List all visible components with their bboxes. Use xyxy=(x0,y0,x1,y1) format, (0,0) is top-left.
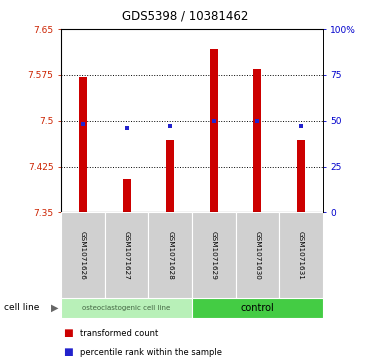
Text: transformed count: transformed count xyxy=(80,329,158,338)
Text: ■: ■ xyxy=(63,328,73,338)
Text: osteoclastogenic cell line: osteoclastogenic cell line xyxy=(82,305,171,311)
Text: GSM1071627: GSM1071627 xyxy=(124,231,129,280)
Text: GSM1071626: GSM1071626 xyxy=(80,231,86,280)
Bar xyxy=(61,212,105,298)
Text: ▶: ▶ xyxy=(51,303,59,313)
Bar xyxy=(61,298,192,318)
Text: GSM1071631: GSM1071631 xyxy=(298,231,304,280)
Bar xyxy=(279,212,323,298)
Text: GDS5398 / 10381462: GDS5398 / 10381462 xyxy=(122,9,249,22)
Text: ■: ■ xyxy=(63,347,73,357)
Bar xyxy=(148,212,192,298)
Bar xyxy=(192,298,323,318)
Bar xyxy=(105,212,148,298)
Bar xyxy=(79,77,87,212)
Text: percentile rank within the sample: percentile rank within the sample xyxy=(80,348,222,356)
Bar xyxy=(236,212,279,298)
Text: GSM1071628: GSM1071628 xyxy=(167,231,173,280)
Bar xyxy=(192,212,236,298)
Bar xyxy=(123,179,131,212)
Bar xyxy=(210,49,218,212)
Text: cell line: cell line xyxy=(4,303,39,312)
Text: control: control xyxy=(240,303,274,313)
Bar xyxy=(297,140,305,212)
Bar xyxy=(166,140,174,212)
Text: GSM1071630: GSM1071630 xyxy=(255,231,260,280)
Text: GSM1071629: GSM1071629 xyxy=(211,231,217,280)
Bar xyxy=(253,69,261,212)
